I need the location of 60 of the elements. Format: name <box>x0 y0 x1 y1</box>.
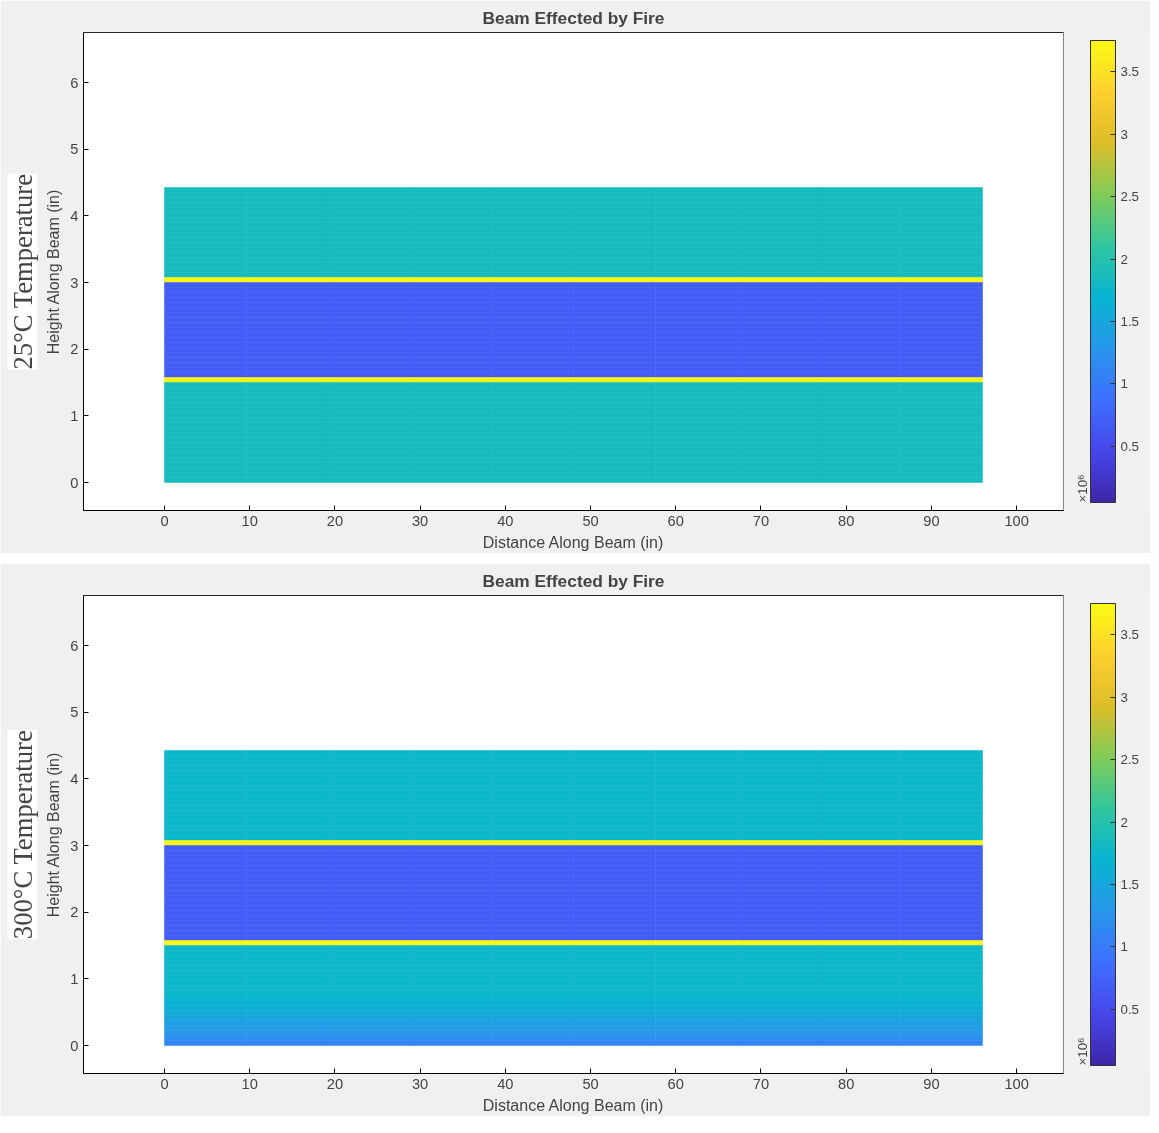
color-bar-label: 0.5 <box>1120 1001 1140 1017</box>
chart-title: Beam Effected by Fire <box>482 570 665 591</box>
x-tick-label: 30 <box>411 1075 429 1092</box>
x-tick-label: 50 <box>582 512 599 529</box>
x-tick-label: 0 <box>160 512 169 529</box>
y-tick-label: 2 <box>70 904 79 921</box>
color-bar-label: 2 <box>1120 251 1128 267</box>
x-tick-label: 10 <box>241 512 258 529</box>
x-tick-label: 10 <box>241 1075 258 1092</box>
x-tick-label: 30 <box>411 512 429 529</box>
x-tick-label: 0 <box>160 1075 169 1092</box>
x-tick-label: 100 <box>1004 512 1029 529</box>
y-axis-title: Height Along Beam (in) <box>45 189 63 355</box>
x-tick-label: 70 <box>752 1075 770 1092</box>
y-tick-label: 5 <box>70 704 79 721</box>
chart-title: Beam Effected by Fire <box>482 7 665 28</box>
y-tick-label: 4 <box>70 207 79 224</box>
x-axis-title: Distance Along Beam (in) <box>482 533 664 551</box>
color-bar-label: 0.5 <box>1120 438 1140 454</box>
color-bar-label: 3 <box>1120 126 1128 142</box>
x-tick-label: 70 <box>752 512 770 529</box>
y-axis-title: Height Along Beam (in) <box>45 752 63 918</box>
x-tick-label: 80 <box>838 1075 855 1092</box>
x-tick-label: 60 <box>667 512 684 529</box>
color-bar-label: 1.5 <box>1120 313 1140 329</box>
y-tick-label: 1 <box>70 970 79 987</box>
color-bar-label: 2.5 <box>1120 189 1140 205</box>
x-tick-label: 50 <box>582 1075 599 1092</box>
y-tick-label: 4 <box>70 770 79 787</box>
color-bar-label: 3 <box>1120 689 1128 705</box>
x-tick-label: 40 <box>497 1075 514 1092</box>
y-tick-label: 2 <box>70 341 79 358</box>
color-bar-title: ×10⁶ <box>1074 474 1090 503</box>
x-tick-label: 90 <box>923 1075 940 1092</box>
y-tick-label: 6 <box>70 74 79 91</box>
y-tick-label: 0 <box>70 474 79 491</box>
x-axis-title: Distance Along Beam (in) <box>482 1096 664 1114</box>
y-tick-label: 3 <box>70 837 79 854</box>
y-tick-label: 1 <box>70 407 79 424</box>
x-tick-label: 20 <box>326 512 344 529</box>
color-bar-label: 1 <box>1120 939 1128 955</box>
color-bar-label: 3.5 <box>1120 64 1140 80</box>
color-bar-label: 2 <box>1120 814 1128 830</box>
y-tick-label: 6 <box>70 637 79 654</box>
color-bar-label: 1 <box>1120 376 1128 392</box>
x-tick-label: 40 <box>497 512 514 529</box>
y-tick-label: 3 <box>70 274 79 291</box>
x-tick-label: 20 <box>326 1075 344 1092</box>
y-tick-label: 5 <box>70 141 79 158</box>
color-bar-label: 2.5 <box>1120 752 1140 768</box>
x-tick-label: 90 <box>923 512 940 529</box>
color-bar-title: ×10⁶ <box>1074 1037 1090 1066</box>
x-tick-label: 100 <box>1004 1075 1029 1092</box>
text: 300°C Temperature <box>7 730 38 940</box>
color-bar-label: 3.5 <box>1120 627 1140 643</box>
color-bar-label: 1.5 <box>1120 876 1140 892</box>
y-tick-label: 0 <box>70 1037 79 1054</box>
x-tick-label: 60 <box>667 1075 684 1092</box>
text: 25°C Temperature <box>7 173 38 370</box>
x-tick-label: 80 <box>838 512 855 529</box>
